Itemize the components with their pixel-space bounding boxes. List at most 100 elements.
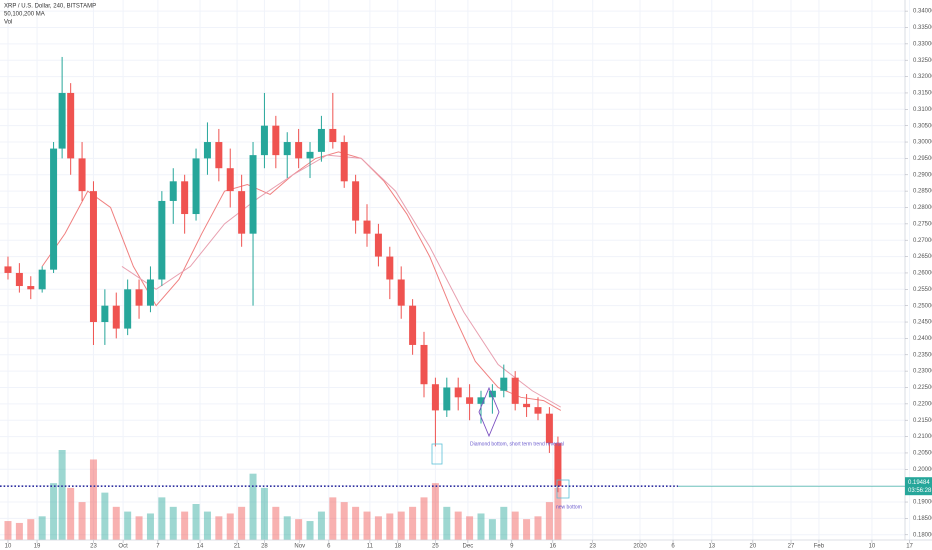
candle-body: [420, 344, 428, 385]
x-tick-label: 16: [549, 544, 556, 550]
candles: [4, 56, 562, 493]
volume-bar: [317, 511, 325, 540]
x-tick-label: 23: [589, 544, 596, 550]
volume-bar: [50, 483, 58, 540]
candle-body: [78, 158, 86, 192]
volume-bar: [306, 521, 314, 540]
indicator-label: 50,100,200 MA: [4, 12, 45, 18]
volume: [4, 450, 562, 540]
volume-bar: [27, 519, 35, 540]
candle-body: [15, 272, 23, 287]
volume-bar: [295, 519, 303, 540]
candle-body: [329, 128, 337, 143]
volume-bar: [238, 506, 246, 540]
x-tick-label: 23: [90, 544, 97, 550]
diamond-pattern: [478, 386, 500, 438]
y-tick-label: 0.34000: [913, 9, 932, 15]
volume-bar: [386, 513, 394, 540]
candle-body: [545, 413, 553, 444]
volume-bar: [203, 511, 211, 540]
candle-body: [50, 148, 58, 270]
x-tick-label: 9: [510, 544, 514, 550]
volume-bar: [249, 473, 257, 540]
volume-bar: [466, 516, 474, 540]
candle-body: [295, 142, 303, 159]
x-tick-label: Feb: [814, 544, 825, 550]
candle-body: [169, 181, 177, 201]
x-tick-label: 25: [432, 544, 439, 550]
candle-body: [466, 397, 474, 404]
volume-bar: [523, 519, 531, 540]
candle-body: [203, 142, 211, 159]
volume-bar: [283, 516, 291, 540]
x-tick-label: 17: [906, 544, 913, 550]
candle-body: [226, 168, 234, 192]
candle-body: [443, 387, 451, 411]
volume-bar: [454, 511, 462, 540]
candle-body: [374, 233, 382, 257]
x-tick-label: 6: [671, 544, 675, 550]
candle-body: [409, 305, 417, 345]
x-tick-label: 6: [327, 544, 331, 550]
volume-bar: [272, 506, 280, 540]
x-tick-label: 18: [394, 544, 401, 550]
candle-body: [27, 286, 35, 290]
annotation-box: [556, 479, 570, 499]
volume-bar: [409, 506, 417, 540]
x-tick-label: 27: [788, 544, 795, 550]
annotation: new bottom: [556, 504, 582, 510]
volume-bar: [500, 506, 508, 540]
annotation: Diamond bottom, short term trend reversa…: [470, 441, 564, 447]
volume-bar: [169, 506, 177, 540]
x-tick-label: Oct: [118, 544, 128, 550]
candle-body: [67, 92, 75, 159]
candle-body: [397, 279, 405, 306]
x-tick-label: 28: [261, 544, 268, 550]
last-price-box: [905, 477, 932, 496]
volume-bar: [534, 516, 542, 540]
volume-bar: [135, 516, 143, 540]
last-price-label: 0.19484: [908, 480, 930, 486]
candle-body: [112, 305, 120, 329]
candle-body: [215, 142, 223, 169]
candle-body: [488, 390, 496, 398]
candle-body: [272, 125, 280, 156]
x-tick-label: 14: [197, 544, 204, 550]
volume-bar: [181, 511, 189, 540]
volume-bar: [101, 492, 109, 540]
candle-body: [89, 191, 97, 323]
volume-bar: [374, 516, 382, 540]
x-tick-label: 19: [34, 544, 41, 550]
x-tick-label: 10: [5, 544, 12, 550]
volume-bar: [124, 511, 132, 540]
axes: 0.180000.185000.190000.195000.200000.205…: [0, 9, 932, 550]
candle-body: [260, 125, 268, 156]
x-tick-label: 20: [749, 544, 756, 550]
candle-body: [283, 142, 291, 156]
x-tick-label: 21: [234, 544, 241, 550]
x-tick-label: Nov: [294, 544, 305, 550]
candle-body: [146, 279, 154, 306]
volume-bar: [4, 521, 12, 540]
x-tick-label: 11: [367, 544, 374, 550]
